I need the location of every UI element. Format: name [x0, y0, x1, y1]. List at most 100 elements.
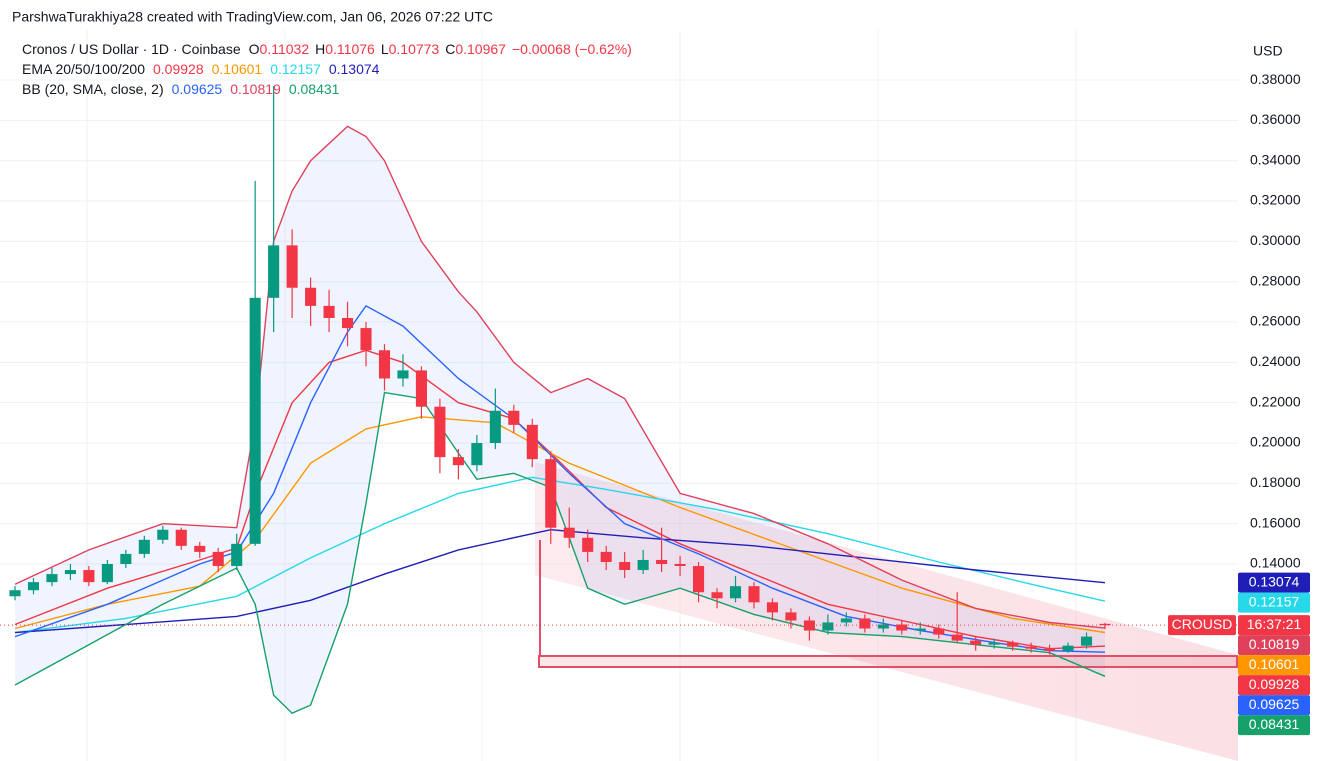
candle-body [452, 457, 464, 466]
price-badge-label: 0.09928 [1249, 676, 1300, 692]
candle-body [951, 634, 963, 641]
candle-body [526, 424, 538, 460]
symbol-badge-label: CROUSD [1172, 616, 1233, 632]
candle-body [582, 537, 594, 552]
y-tick-label: 0.28000 [1250, 272, 1301, 288]
candle-body [914, 628, 926, 631]
candle-body [729, 586, 742, 599]
candle-body [120, 553, 132, 564]
support-zone [538, 655, 1238, 668]
indicator-value: 0.13074 [329, 61, 380, 77]
y-tick-label: 0.32000 [1250, 192, 1301, 208]
legend-row: EMA 20/50/100/200 0.09928 0.10601 0.12157 0.… [22, 61, 380, 77]
price-badge-label: 0.13074 [1249, 573, 1300, 589]
legend-row: Cronos / US Dollar · 1D · Coinbase O0.110… [22, 41, 632, 57]
ohlc-value: 0.11032 [260, 41, 310, 57]
currency: USD [1253, 43, 1283, 59]
ohlc-prefix: H [315, 41, 325, 57]
price-badge [1238, 592, 1310, 613]
candle-body [46, 574, 58, 583]
candle-body [748, 586, 760, 603]
indicator-value: 0.09625 [172, 81, 223, 97]
candle-body [1007, 642, 1019, 647]
price-badge-label: 0.10601 [1249, 656, 1300, 672]
price-badge [1238, 675, 1310, 696]
price-badge [1238, 715, 1310, 736]
indicator-value: 0.08431 [289, 81, 340, 97]
candle-body [933, 628, 945, 635]
candle-body [508, 410, 520, 425]
candle-body [268, 245, 280, 298]
candle-body [157, 529, 169, 540]
price-badge [1238, 635, 1310, 656]
candle-body [563, 527, 575, 538]
countdown: 16:37:21 [1247, 616, 1302, 632]
candle-body [360, 328, 372, 351]
candle-body [434, 406, 446, 458]
candle-body [194, 545, 206, 552]
indicator-value: 0.10601 [212, 61, 263, 77]
candle-body [397, 370, 409, 379]
candle-body [600, 551, 612, 562]
price-badge [1238, 695, 1310, 716]
y-tick-label: 0.22000 [1250, 393, 1301, 409]
indicator-line [14, 528, 1106, 634]
y-tick-label: 0.30000 [1250, 232, 1301, 248]
ohlc-value: 0.10773 [389, 41, 440, 57]
candle-body [249, 297, 261, 544]
indicator-line [14, 349, 1106, 650]
candle-body [711, 592, 723, 599]
candle-body [415, 370, 427, 407]
candle-body [378, 350, 391, 379]
candle-body [212, 551, 224, 567]
y-tick-label: 0.20000 [1250, 434, 1301, 450]
price-axis: 0.38000 0.36000 0.34000 0.32000 0.30000 0.280… [1250, 71, 1301, 571]
candle-body [323, 305, 335, 318]
candle-body [619, 561, 631, 571]
candle-body [656, 559, 668, 564]
candle-body [877, 624, 889, 629]
indicator-label: EMA 20/50/100/200 [22, 61, 145, 77]
candle-body [138, 539, 150, 554]
candle-body [101, 563, 113, 583]
header: ParshwaTurakhiya28 created with TradingV… [12, 9, 493, 25]
candle-body [342, 317, 354, 329]
ohlc-prefix: C [445, 41, 455, 57]
candle-body [674, 563, 686, 567]
candle-body [1062, 645, 1074, 651]
indicator-value: 0.09928 [153, 61, 204, 77]
price-badge-label: 0.10819 [1249, 636, 1300, 652]
ohlc-prefix: L [381, 41, 389, 57]
indicator-line [14, 416, 1106, 634]
candle-body [766, 602, 778, 613]
change: −0.00068 (−0.62%) [512, 41, 632, 57]
y-tick-label: 0.26000 [1250, 313, 1301, 329]
candle-body [286, 245, 298, 288]
candle-body [693, 566, 705, 593]
price-badges: 0.13074 0.12157 CROUSD 16:37:21 0.10819 0.106… [1168, 572, 1310, 736]
candle-body [1099, 623, 1111, 626]
price-badge-label: 0.08431 [1249, 716, 1300, 732]
y-tick-label: 0.34000 [1250, 151, 1301, 167]
candle-body [896, 624, 908, 631]
candle-body [970, 640, 982, 645]
price-badge-label: 0.12157 [1249, 593, 1300, 609]
candle-body [803, 620, 815, 631]
y-tick-label: 0.14000 [1250, 555, 1301, 571]
candle-body [489, 410, 501, 444]
candle-body [1025, 646, 1037, 649]
ohlc-value: 0.10967 [455, 41, 506, 57]
candle-body [231, 543, 243, 567]
indicator-line [14, 476, 1106, 634]
y-tick-label: 0.38000 [1250, 71, 1301, 87]
y-tick-label: 0.18000 [1250, 474, 1301, 490]
candle-body [785, 612, 797, 621]
candle-body [988, 642, 1000, 645]
candle-body [27, 582, 40, 591]
indicator-line [14, 304, 1106, 653]
legend-row: BB (20, SMA, close, 2) 0.09625 0.10819 0.08… [22, 81, 340, 97]
candle-body [822, 622, 834, 631]
plot-area [0, 86, 1238, 761]
price-badge [1238, 615, 1310, 636]
